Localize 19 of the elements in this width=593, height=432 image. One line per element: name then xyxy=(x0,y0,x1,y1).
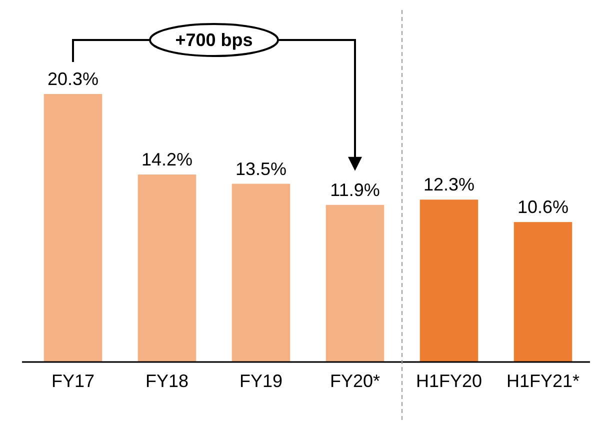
bar xyxy=(138,174,196,362)
data-label: 13.5% xyxy=(235,158,287,179)
bar xyxy=(420,200,478,362)
x-tick-label: FY20* xyxy=(330,370,380,391)
bar xyxy=(514,222,572,362)
x-tick-label: H1FY21* xyxy=(506,370,580,391)
data-label: 14.2% xyxy=(141,150,193,170)
bar xyxy=(232,184,290,362)
data-label: 11.9% xyxy=(330,180,380,200)
data-label: 10.6% xyxy=(517,197,569,218)
data-label: 20.3% xyxy=(47,69,99,89)
x-tick-label: FY17 xyxy=(51,370,95,391)
x-tick-label: H1FY20 xyxy=(416,370,482,391)
bar xyxy=(44,94,102,362)
x-tick-label: FY18 xyxy=(145,370,189,391)
bar xyxy=(326,204,384,362)
x-tick-label: FY19 xyxy=(239,370,283,391)
data-label: 12.3% xyxy=(423,174,475,195)
text: +700 bps xyxy=(175,30,253,50)
